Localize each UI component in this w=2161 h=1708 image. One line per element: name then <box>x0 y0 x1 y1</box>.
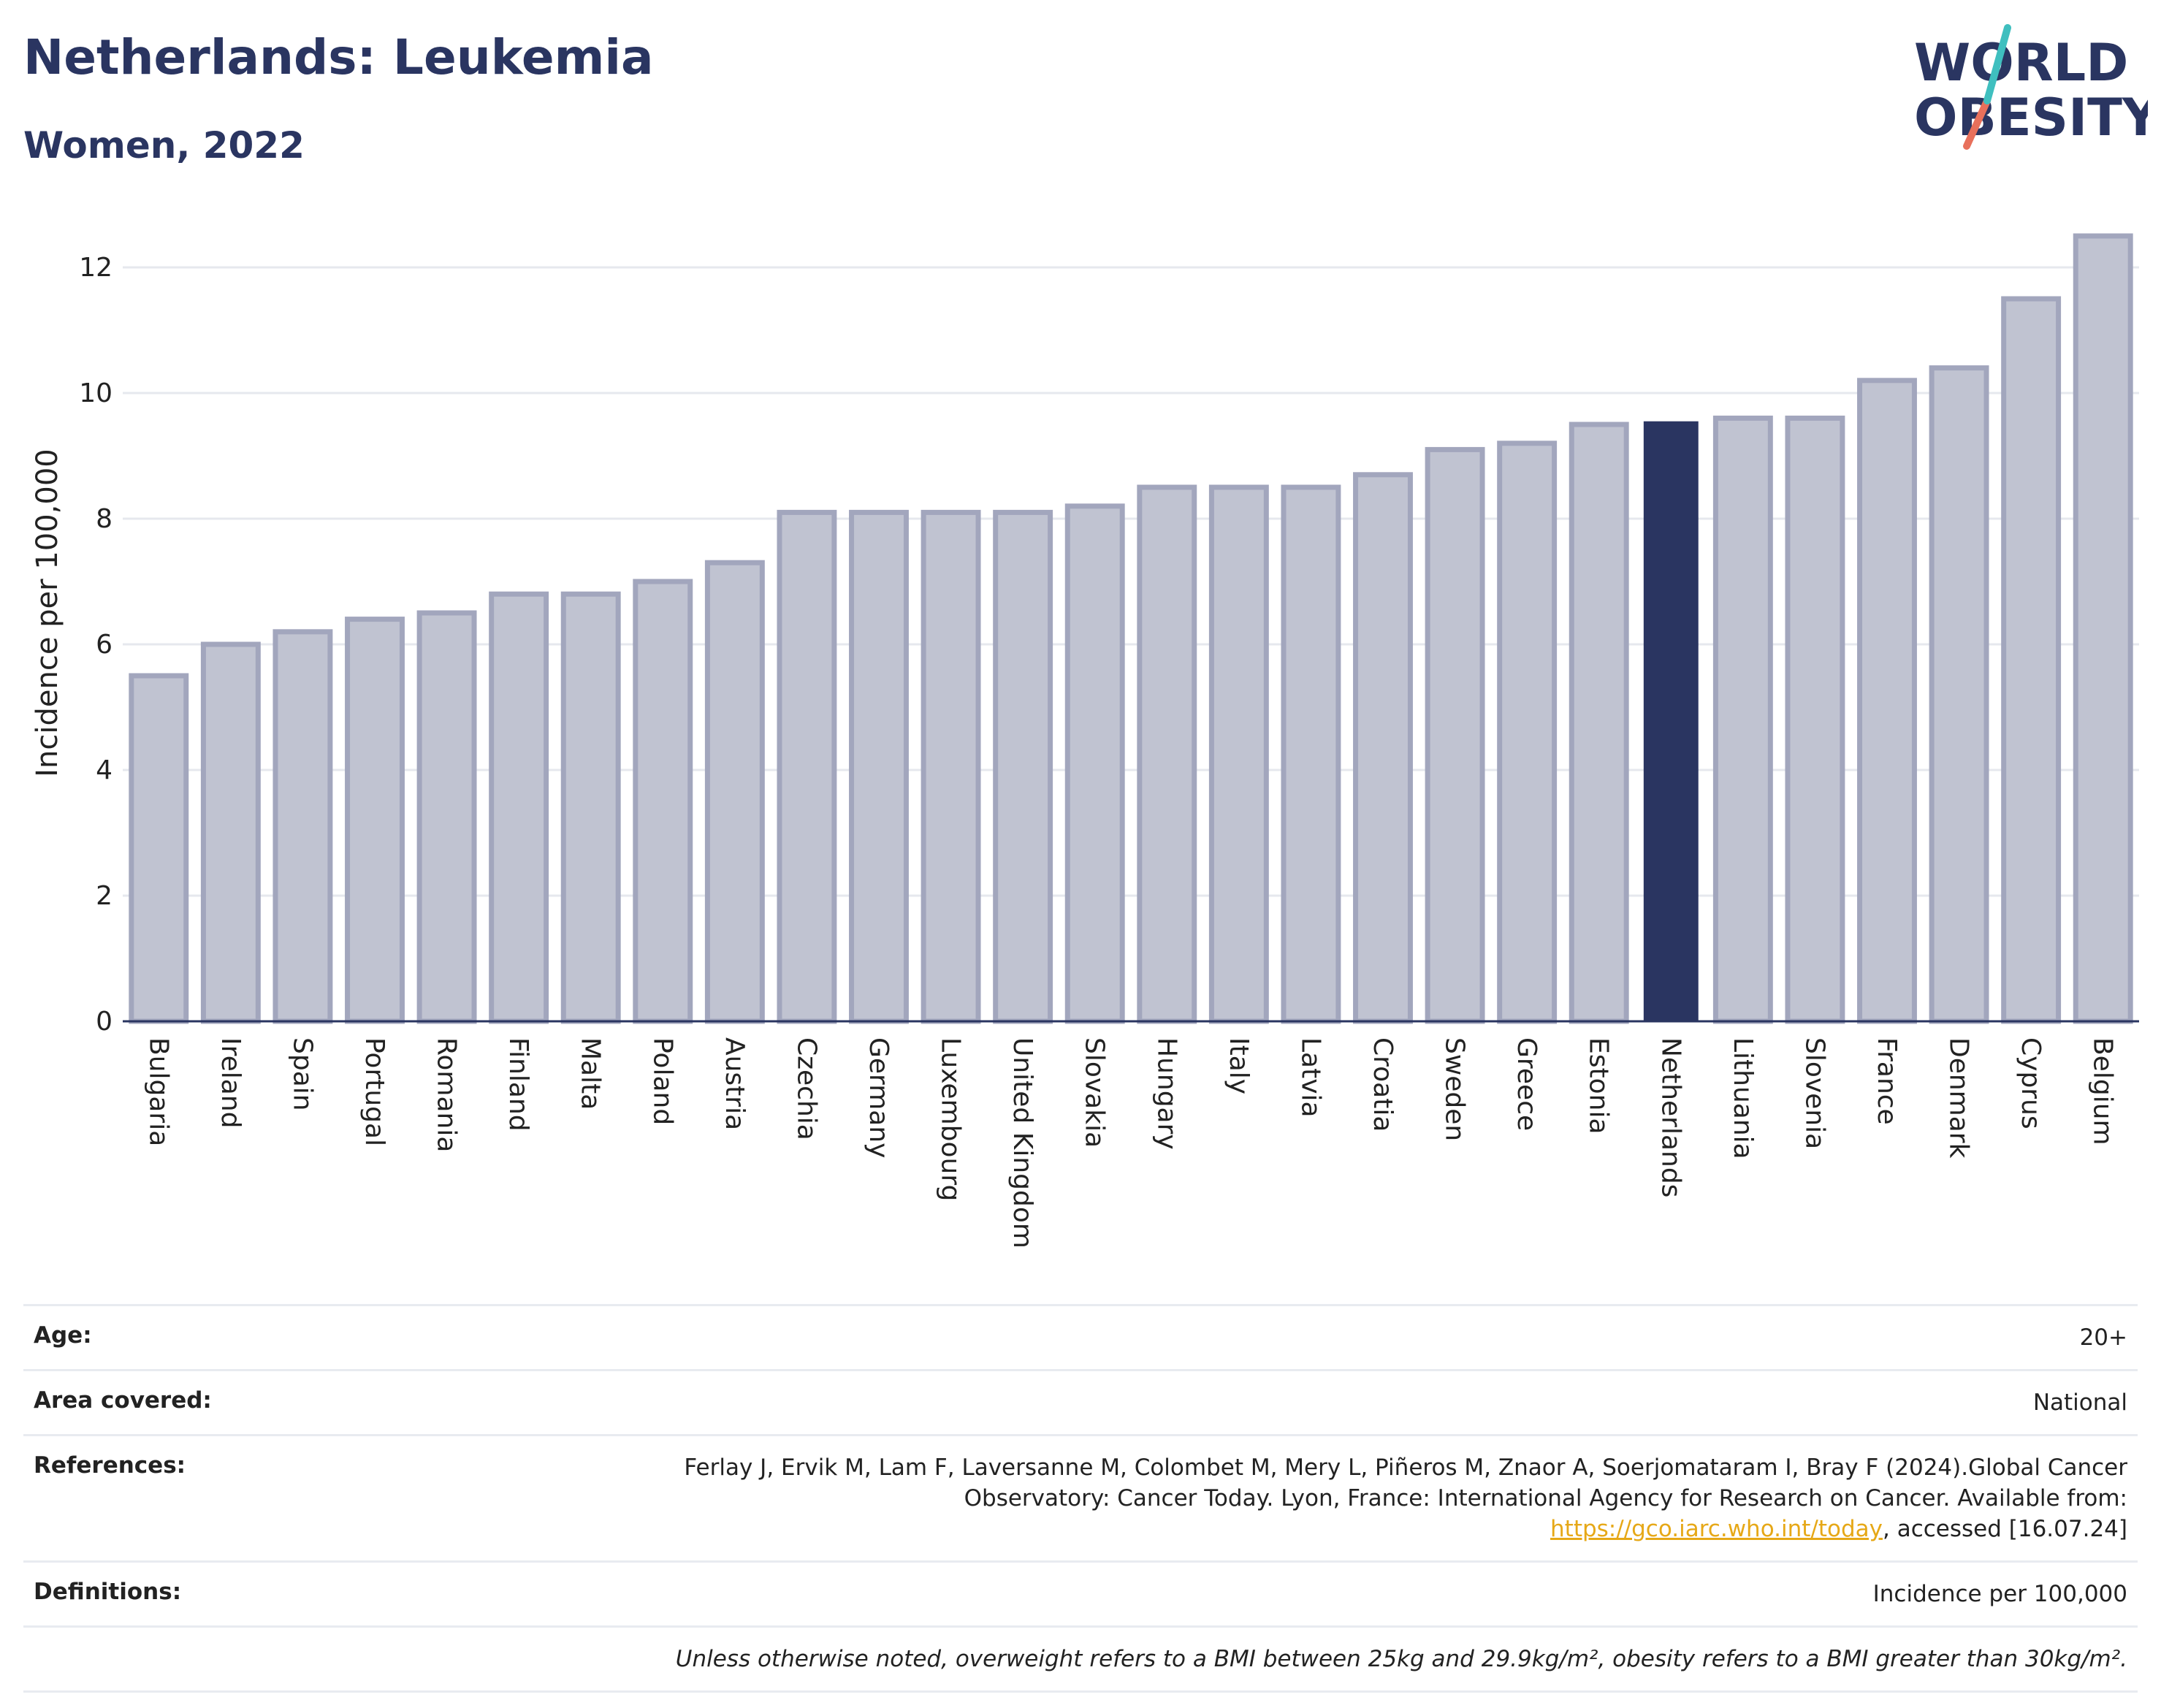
logo-line-obesity: OBESITY <box>1914 88 2148 148</box>
chart-subtitle: Women, 2022 <box>23 124 305 167</box>
bar-netherlands <box>1643 421 1699 1021</box>
bar-malta <box>560 591 621 1024</box>
x-tick-label: Netherlands <box>1655 1037 1685 1197</box>
area-label: Area covered: <box>34 1387 212 1414</box>
bar-denmark <box>1929 365 1989 1024</box>
x-tick-label: Belgium <box>2088 1037 2118 1145</box>
x-tick-label: France <box>1872 1037 1902 1125</box>
logo-slash-coral <box>1963 97 1991 150</box>
chart-title: Netherlands: Leukemia <box>23 29 654 85</box>
bar-bulgaria <box>129 673 189 1024</box>
x-tick-label: Malta <box>576 1037 606 1110</box>
bar-chart: 0 2 4 6 8 10 12 Bulgaria Ireland Spain Portugal Ro… <box>31 233 2139 1248</box>
bar-estonia <box>1569 422 1629 1024</box>
logo-line-world: WORLD <box>1914 33 2128 93</box>
y-tick-label: 8 <box>96 504 113 534</box>
y-tick-label: 4 <box>96 755 113 785</box>
x-tick-label: Lithuania <box>1728 1037 1758 1159</box>
meta-row-note: Unless otherwise noted, overweight refer… <box>23 1625 2138 1693</box>
meta-row-age: Age: 20+ <box>23 1304 2138 1369</box>
bar-romania <box>416 610 477 1024</box>
bar-spain <box>272 629 333 1024</box>
bar-hungary <box>1137 484 1197 1024</box>
bar-latvia <box>1281 484 1341 1024</box>
x-tick-label: Austria <box>720 1037 750 1130</box>
y-tick-label: 10 <box>79 378 113 408</box>
bar-belgium <box>2073 233 2133 1024</box>
x-tick-label: Hungary <box>1151 1037 1181 1150</box>
metadata-table: Age: 20+ Area covered: National Referenc… <box>23 1304 2138 1693</box>
bar-sweden <box>1425 446 1485 1024</box>
y-tick-label: 6 <box>96 630 113 660</box>
y-tick-label: 0 <box>96 1007 113 1037</box>
world-obesity-logo: WORLD OBESITY <box>1914 24 2148 150</box>
x-tick-label: Luxembourg <box>936 1037 966 1201</box>
bar-greece <box>1497 441 1558 1024</box>
x-tick-label: Greece <box>1512 1037 1541 1131</box>
references-text-2: , accessed [16.07.24] <box>1882 1516 2127 1542</box>
x-tick-label: Czechia <box>791 1037 821 1140</box>
bar-luxembourg <box>921 509 981 1024</box>
bar-portugal <box>345 617 405 1024</box>
y-tick-label: 2 <box>96 881 113 911</box>
x-tick-label: Spain <box>287 1037 317 1111</box>
meta-row-definitions: Definitions: Incidence per 100,000 <box>23 1560 2138 1625</box>
area-value: National <box>2032 1389 2127 1416</box>
logo-slash-teal <box>1983 24 2011 104</box>
x-tick-label: Ireland <box>216 1037 245 1129</box>
x-tick-label: Bulgaria <box>143 1037 173 1146</box>
x-tick-label: Slovenia <box>1799 1037 1829 1149</box>
bar-slovenia <box>1785 415 1845 1024</box>
meta-row-references: References: Ferlay J, Ervik M, Lam F, La… <box>23 1434 2138 1560</box>
bar-croatia <box>1353 472 1413 1024</box>
x-tick-label: Poland <box>647 1037 677 1125</box>
bars <box>129 233 2133 1024</box>
y-tick-label: 12 <box>79 253 113 283</box>
age-value: 20+ <box>2079 1324 2127 1351</box>
x-tick-label: United Kingdom <box>1007 1037 1037 1248</box>
bar-cyprus <box>2001 296 2062 1024</box>
references-link[interactable]: https://gco.iarc.who.int/today <box>1550 1516 1883 1542</box>
bar-united-kingdom <box>993 509 1053 1024</box>
x-tick-label: Estonia <box>1584 1037 1614 1135</box>
bar-france <box>1857 378 1917 1024</box>
references-text-1: Ferlay J, Ervik M, Lam F, Laversanne M, … <box>684 1455 2127 1511</box>
x-tick-label: Cyprus <box>2016 1037 2046 1129</box>
bar-lithuania <box>1712 415 1773 1024</box>
x-tick-label: Romania <box>432 1037 462 1152</box>
x-tick-label: Sweden <box>1440 1037 1470 1141</box>
x-tick-label: Italy <box>1224 1037 1254 1094</box>
x-tick-label: Latvia <box>1295 1037 1325 1118</box>
x-tick-label: Finland <box>503 1037 533 1132</box>
x-tick-label: Croatia <box>1368 1037 1398 1132</box>
definitions-value: Incidence per 100,000 <box>1872 1581 2127 1607</box>
references-value: Ferlay J, Ervik M, Lam F, Laversanne M, … <box>666 1452 2127 1544</box>
x-tick-label: Slovakia <box>1080 1037 1110 1148</box>
y-axis-label: Incidence per 100,000 <box>31 449 64 777</box>
x-tick-label: Denmark <box>1944 1037 1974 1159</box>
definitions-label: Definitions: <box>34 1579 182 1605</box>
references-label: References: <box>34 1452 186 1479</box>
x-tick-label: Portugal <box>359 1037 389 1146</box>
bar-ireland <box>200 641 261 1024</box>
bar-germany <box>849 509 909 1024</box>
bar-finland <box>489 591 549 1024</box>
x-axis-ticks: Bulgaria Ireland Spain Portugal Romania Finla… <box>143 1037 2117 1248</box>
meta-row-area: Area covered: National <box>23 1369 2138 1434</box>
bar-slovakia <box>1064 503 1125 1024</box>
bmi-note: Unless otherwise noted, overweight refer… <box>675 1646 2127 1672</box>
bar-poland <box>633 579 693 1024</box>
bar-czechia <box>777 509 837 1024</box>
bar-austria <box>704 560 765 1024</box>
x-tick-label: Germany <box>864 1037 893 1158</box>
bar-italy <box>1208 484 1269 1024</box>
y-axis-ticks: 0 2 4 6 8 10 12 <box>79 253 113 1037</box>
age-label: Age: <box>34 1322 92 1349</box>
